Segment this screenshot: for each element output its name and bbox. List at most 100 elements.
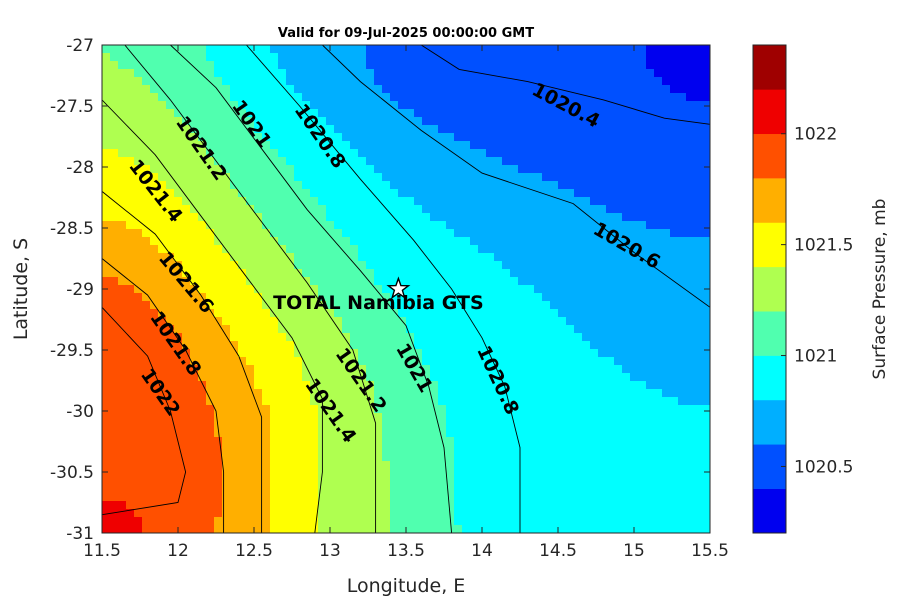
pressure-cell — [630, 501, 639, 510]
pressure-cell — [598, 125, 607, 134]
pressure-cell — [398, 461, 407, 470]
pressure-cell — [158, 253, 167, 262]
pressure-cell — [454, 525, 463, 533]
pressure-cell — [374, 85, 383, 94]
pressure-cell — [222, 173, 231, 182]
pressure-cell — [518, 429, 527, 438]
pressure-cell — [406, 53, 415, 62]
pressure-cell — [286, 101, 295, 110]
pressure-cell — [214, 221, 223, 230]
pressure-cell — [374, 389, 383, 398]
pressure-cell — [254, 173, 263, 182]
pressure-cell — [398, 173, 407, 182]
pressure-cell — [310, 85, 319, 94]
pressure-cell — [510, 189, 519, 198]
isobar-1020.8 — [246, 45, 521, 533]
pressure-cell — [598, 157, 607, 166]
pressure-cell — [502, 173, 511, 182]
pressure-cell — [702, 349, 710, 358]
pressure-cell — [494, 509, 503, 518]
pressure-cell — [206, 45, 215, 54]
pressure-cell — [590, 477, 599, 486]
pressure-cell — [614, 469, 623, 478]
pressure-cell — [182, 517, 191, 526]
pressure-cell — [606, 213, 615, 222]
pressure-cell — [166, 133, 175, 142]
pressure-cell — [382, 157, 391, 166]
pressure-cell — [350, 525, 359, 533]
pressure-cell — [566, 405, 575, 414]
pressure-cell — [358, 61, 367, 70]
pressure-cell — [566, 493, 575, 502]
pressure-cell — [542, 157, 551, 166]
pressure-cell — [310, 525, 319, 533]
pressure-cell — [286, 445, 295, 454]
pressure-cell — [286, 325, 295, 334]
pressure-cell — [182, 317, 191, 326]
isobar-1021 — [170, 45, 453, 533]
pressure-cell — [638, 237, 647, 246]
pressure-cell — [286, 213, 295, 222]
pressure-cell — [454, 309, 463, 318]
pressure-cell — [278, 477, 287, 486]
pressure-cell — [438, 389, 447, 398]
pressure-cell — [174, 197, 183, 206]
pressure-cell — [158, 245, 167, 254]
pressure-cell — [118, 309, 127, 318]
pressure-cell — [126, 61, 135, 70]
pressure-cell — [214, 85, 223, 94]
pressure-cell — [510, 69, 519, 78]
pressure-cell — [414, 53, 423, 62]
pressure-cell — [646, 293, 655, 302]
pressure-cell — [374, 453, 383, 462]
pressure-cell — [430, 189, 439, 198]
pressure-cell — [462, 141, 471, 150]
pressure-cell — [582, 245, 591, 254]
pressure-cell — [470, 157, 479, 166]
pressure-cell — [126, 301, 135, 310]
pressure-cell — [518, 45, 527, 54]
pressure-cell — [526, 397, 535, 406]
pressure-cell — [606, 165, 615, 174]
pressure-cell — [334, 157, 343, 166]
pressure-cell — [350, 477, 359, 486]
pressure-cell — [582, 237, 591, 246]
pressure-cell — [694, 397, 703, 406]
pressure-cell — [134, 525, 143, 533]
pressure-cell — [190, 165, 199, 174]
pressure-cell — [638, 149, 647, 158]
pressure-cell — [270, 69, 279, 78]
pressure-cell — [326, 381, 335, 390]
pressure-cell — [254, 429, 263, 438]
pressure-cell — [462, 197, 471, 206]
pressure-cell — [630, 181, 639, 190]
pressure-cell — [510, 389, 519, 398]
pressure-cell — [542, 117, 551, 126]
pressure-cell — [294, 525, 303, 533]
pressure-cell — [462, 261, 471, 270]
pressure-cell — [558, 413, 567, 422]
pressure-cell — [558, 509, 567, 518]
pressure-cell — [166, 285, 175, 294]
pressure-cell — [126, 501, 135, 510]
pressure-cell — [510, 253, 519, 262]
pressure-cell — [422, 237, 431, 246]
pressure-cell — [670, 317, 679, 326]
pressure-cell — [622, 269, 631, 278]
pressure-cell — [494, 365, 503, 374]
pressure-cell — [638, 45, 647, 54]
pressure-cell — [182, 485, 191, 494]
pressure-cell — [126, 445, 135, 454]
pressure-cell — [118, 469, 127, 478]
pressure-cell — [326, 301, 335, 310]
pressure-cell — [630, 173, 639, 182]
pressure-cell — [662, 493, 671, 502]
pressure-cell — [214, 493, 223, 502]
pressure-cell — [518, 469, 527, 478]
pressure-cell — [646, 309, 655, 318]
pressure-cell — [246, 469, 255, 478]
pressure-cell — [126, 53, 135, 62]
pressure-cell — [678, 437, 687, 446]
y-tick-label: -29 — [66, 280, 94, 300]
pressure-cell — [510, 413, 519, 422]
